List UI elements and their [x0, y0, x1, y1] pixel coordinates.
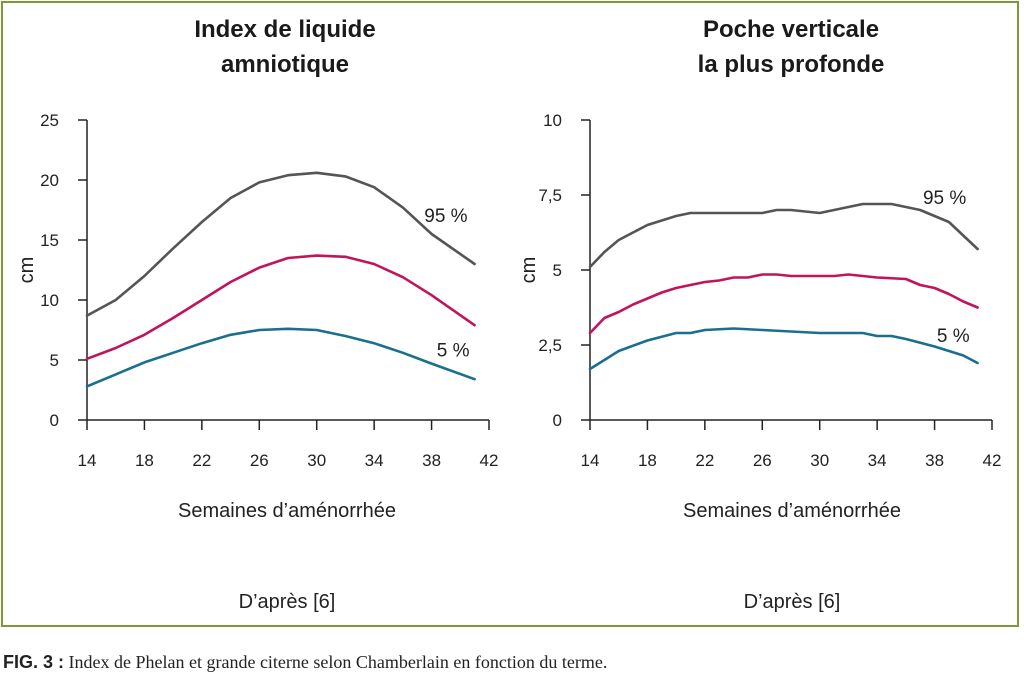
y-tick-label: 20 [40, 171, 59, 190]
x-tick-label: 30 [307, 451, 326, 470]
y-tick-label: 2,5 [538, 336, 562, 355]
x-tick-label: 26 [753, 451, 772, 470]
chart-title-line-1: Index de liquide [194, 16, 375, 43]
series-line-p95 [588, 202, 979, 269]
figure-number: FIG. 3 : [3, 652, 65, 672]
figure-frame [1, 1, 1019, 627]
percentile-annotation: 5 % [437, 340, 470, 361]
chart-poche-verticale: Poche verticale la plus profonde cm Sema… [518, 16, 1001, 613]
chart-liquide-amniotique: Index de liquide amniotique cm Semaines … [16, 16, 498, 613]
series-line-p95 [85, 171, 476, 317]
x-tick-label: 42 [480, 451, 499, 470]
x-tick-label: 26 [250, 451, 269, 470]
y-tick-label: 7,5 [538, 186, 562, 205]
y-tick-label: 10 [40, 291, 59, 310]
x-tick-label: 22 [695, 451, 714, 470]
x-tick-label: 34 [365, 451, 384, 470]
x-axis-label: Semaines d’aménorrhée [683, 500, 901, 522]
x-tick-label: 38 [422, 451, 441, 470]
y-axis-label: cm [518, 257, 540, 284]
x-tick-label: 14 [78, 451, 97, 470]
chart-title-line-1: Poche verticale [703, 16, 879, 43]
y-tick-label: 15 [40, 231, 59, 250]
x-axis-label: Semaines d’aménorrhée [178, 500, 396, 522]
series-line-p5 [85, 327, 476, 388]
chart-title-line-2: amniotique [221, 51, 349, 78]
x-tick-label: 34 [868, 451, 887, 470]
source-note: D’après [6] [744, 591, 841, 613]
x-tick-label: 38 [925, 451, 944, 470]
chart-title-line-2: la plus profonde [698, 51, 885, 78]
axes: 0 5 10 15 20 25 14 18 22 26 30 34 38 42 95 % 5 % [40, 111, 498, 470]
y-tick-label: 0 [553, 411, 562, 430]
x-tick-label: 18 [638, 451, 657, 470]
y-tick-label: 5 [553, 261, 562, 280]
axes: 0 2,5 5 7,5 10 14 18 22 26 30 34 38 42 95 % 5 % [538, 111, 1001, 470]
x-tick-label: 42 [983, 451, 1002, 470]
y-tick-label: 10 [543, 111, 562, 130]
series-line-p50 [85, 254, 476, 361]
x-tick-label: 18 [135, 451, 154, 470]
percentile-annotation: 95 % [923, 188, 966, 209]
y-tick-label: 25 [40, 111, 59, 130]
figure-caption: FIG. 3 : Index de Phelan et grande citer… [3, 652, 607, 673]
y-tick-label: 5 [50, 351, 59, 370]
figure-canvas: Index de liquide amniotique cm Semaines … [16, 16, 1001, 613]
percentile-annotation: 5 % [937, 326, 970, 347]
percentile-annotation: 95 % [424, 206, 467, 227]
y-axis-label: cm [16, 257, 38, 284]
source-note: D’après [6] [239, 591, 336, 613]
caption-text: Index de Phelan et grande citerne selon … [64, 652, 608, 672]
x-tick-label: 30 [810, 451, 829, 470]
y-tick-label: 0 [50, 411, 59, 430]
series-line-p50 [588, 273, 979, 335]
series-line-p5 [588, 327, 979, 371]
x-tick-label: 22 [192, 451, 211, 470]
x-tick-label: 14 [581, 451, 600, 470]
